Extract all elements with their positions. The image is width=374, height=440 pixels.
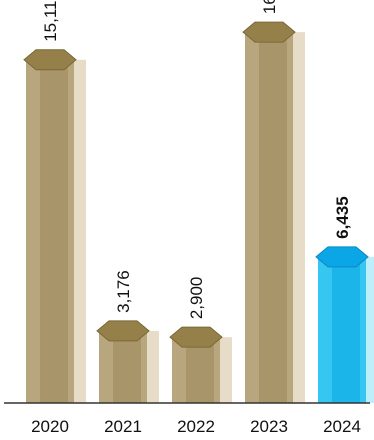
- category-label-2020: 2020: [31, 417, 69, 436]
- category-labels: 2020 2021 2022 2023 2024: [31, 417, 361, 436]
- bar-hexagon-cap: [242, 21, 296, 43]
- bar-side-panel: [74, 59, 86, 403]
- bar-hexagon-cap: [96, 320, 150, 342]
- bar-hexagon-cap: [23, 49, 77, 71]
- value-label-2024: 6,435: [333, 196, 352, 239]
- bars-group: 15,116 3,176 2,900 16,333 6,435: [23, 0, 374, 403]
- bar-side-panel: [220, 337, 232, 403]
- value-label-2021: 3,176: [114, 270, 133, 313]
- bar-side-panel: [147, 330, 159, 403]
- bar-hexagon-cap: [315, 246, 369, 268]
- category-label-2022: 2022: [177, 417, 215, 436]
- value-label-2023: 16,333: [260, 0, 279, 14]
- bar-center-strip: [332, 256, 360, 403]
- bar-side-panel: [366, 256, 374, 403]
- value-label-2022: 2,900: [187, 277, 206, 320]
- bar-center-strip: [186, 337, 214, 403]
- bar-side-panel: [293, 32, 305, 403]
- category-label-2023: 2023: [250, 417, 288, 436]
- bar-2023: [242, 21, 305, 403]
- bar-center-strip: [113, 330, 141, 403]
- bar-2020: [23, 49, 86, 403]
- bar-hexagon-cap: [169, 326, 223, 348]
- bar-2024: [315, 246, 374, 403]
- bar-2021: [96, 320, 159, 403]
- category-label-2024: 2024: [323, 417, 361, 436]
- bar-center-strip: [40, 59, 68, 403]
- bar-2022: [169, 326, 232, 403]
- value-label-2020: 15,116: [41, 0, 60, 42]
- bar-center-strip: [259, 32, 287, 403]
- category-label-2021: 2021: [104, 417, 142, 436]
